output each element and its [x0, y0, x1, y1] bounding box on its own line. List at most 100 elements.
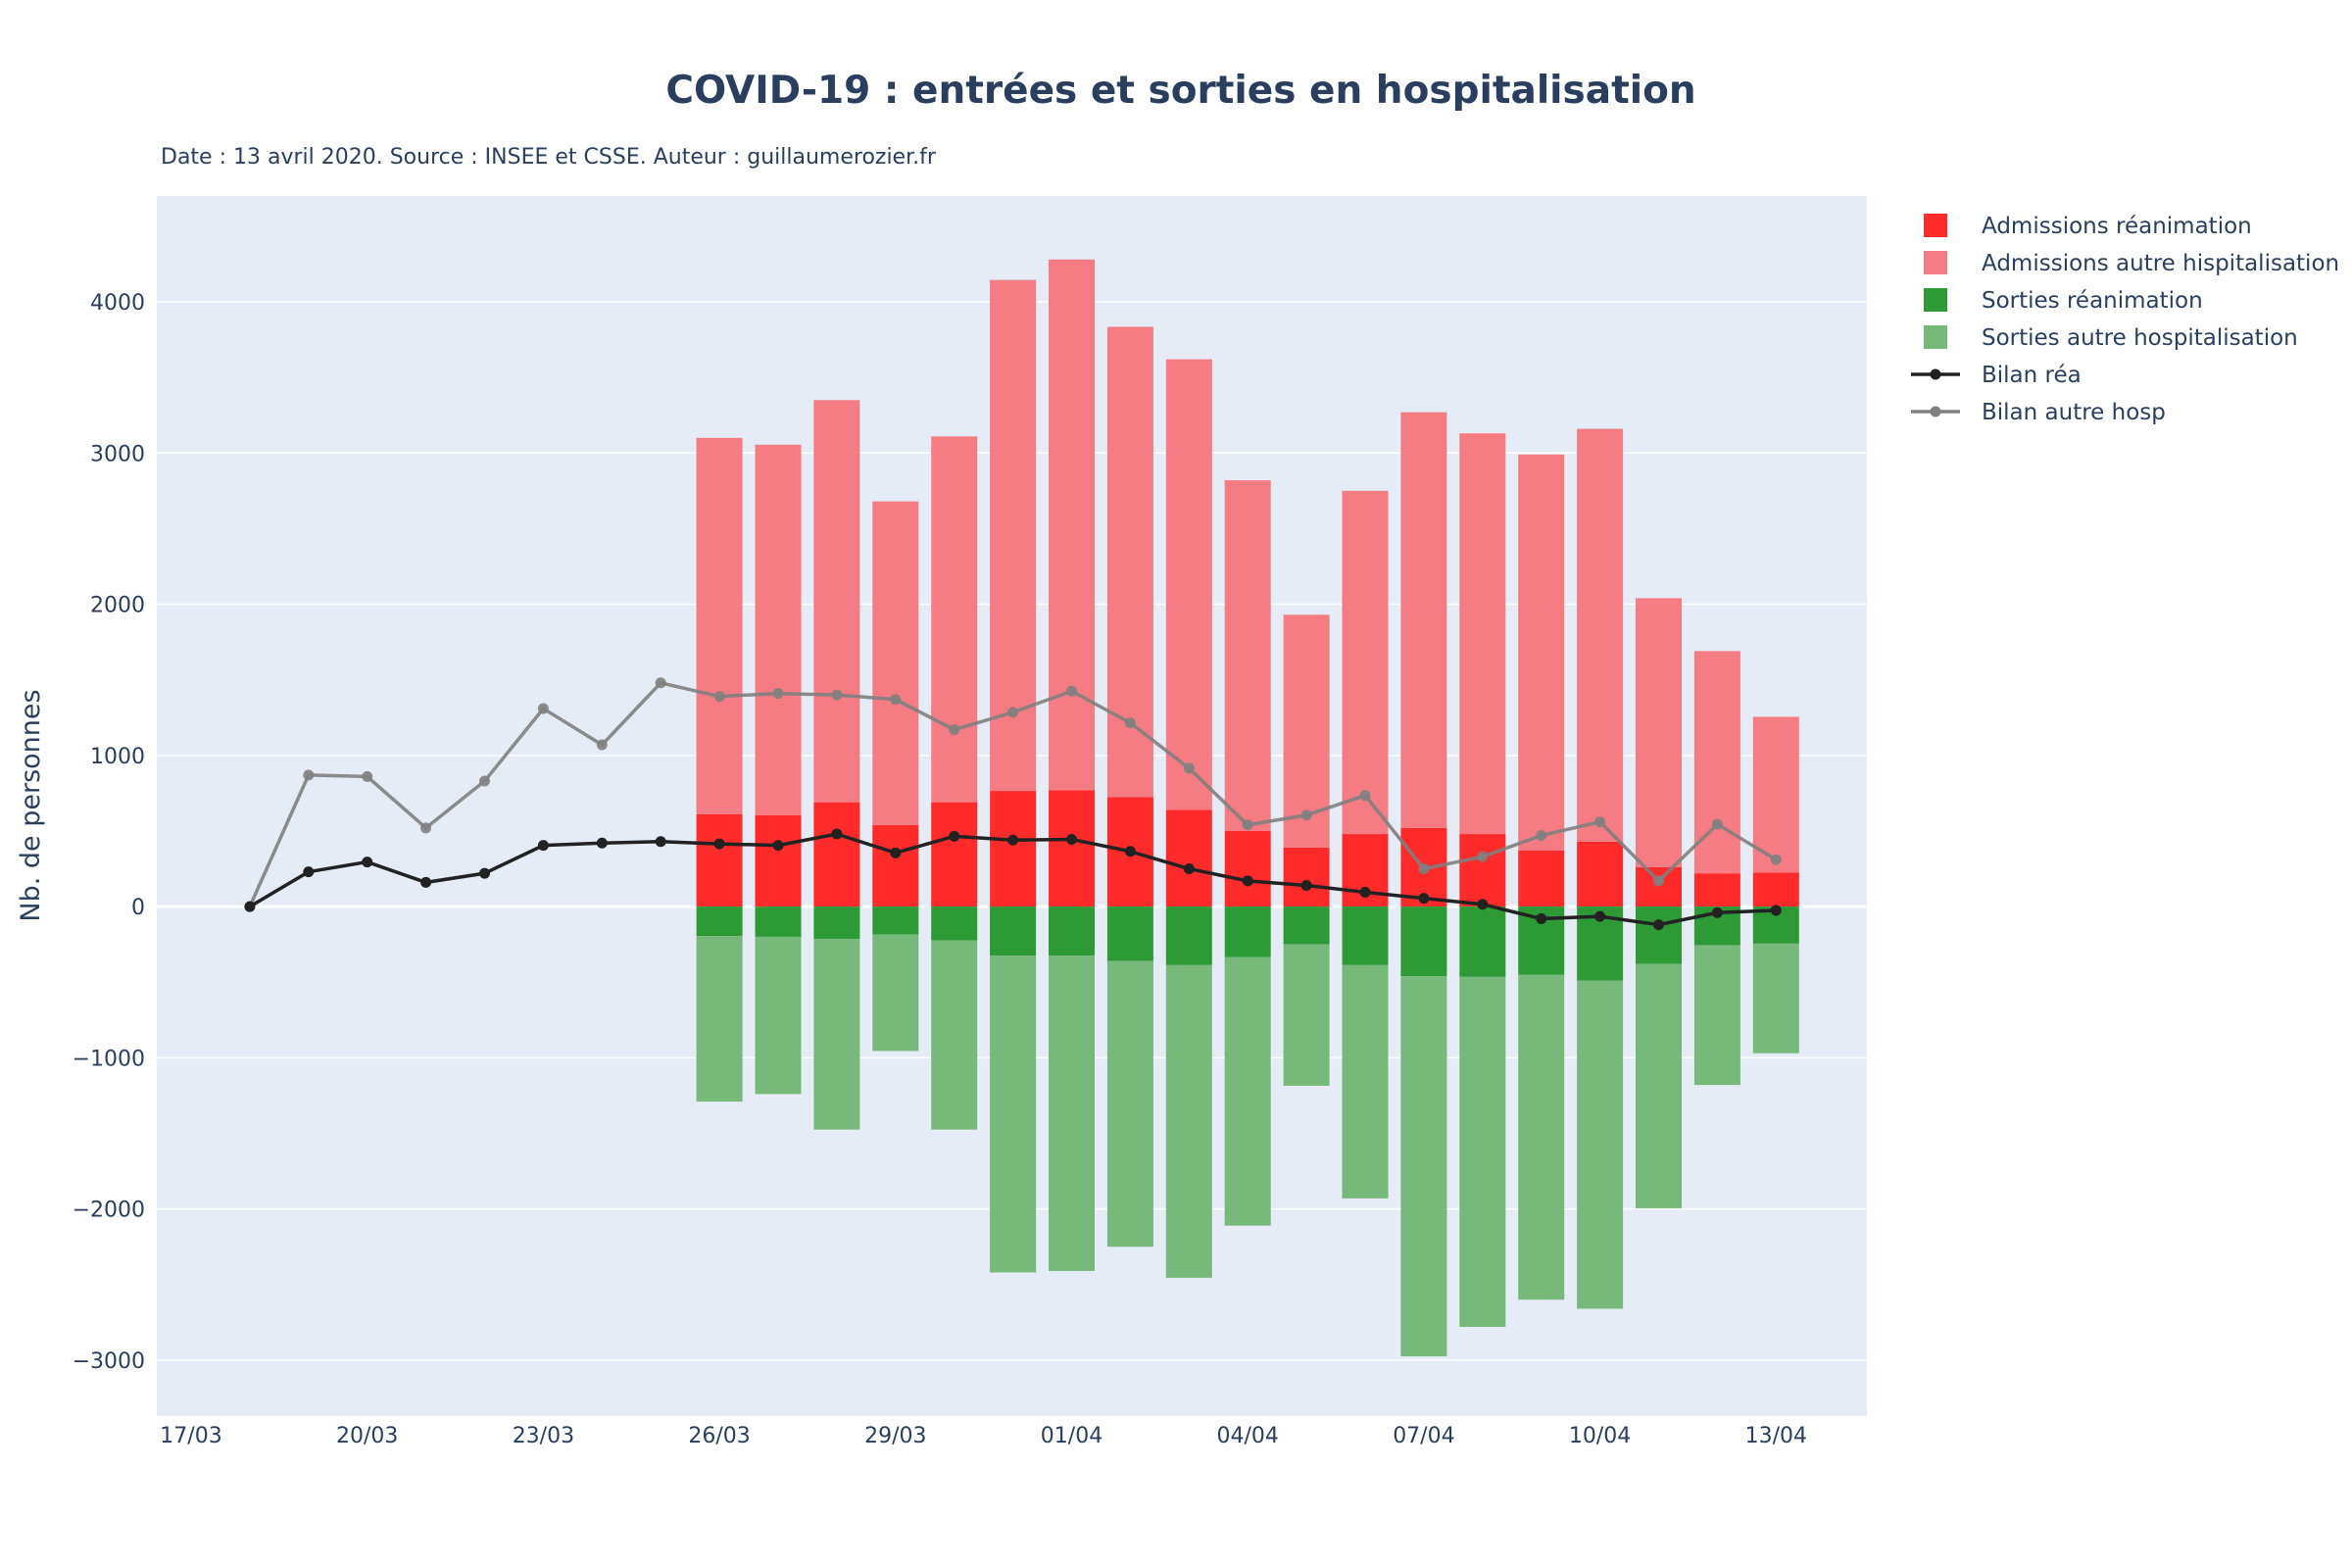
chart-title: COVID-19 : entrées et sorties en hospita…: [665, 69, 1695, 113]
bar-sort-hosp: [1224, 956, 1271, 1226]
bar-sort-rea: [696, 906, 743, 937]
bilan-rea-point: [596, 837, 608, 849]
bar-adm-rea: [1459, 834, 1506, 907]
bilan-hosp-point: [890, 694, 902, 706]
bilan-rea-point: [1300, 879, 1312, 891]
bilan-rea-point: [1477, 899, 1489, 910]
bar-sort-hosp: [990, 956, 1037, 1273]
bilan-hosp-point: [1007, 707, 1019, 718]
bar-sort-hosp: [1577, 980, 1624, 1309]
x-tick-label: 01/04: [1041, 1424, 1102, 1448]
bar-sort-hosp: [872, 934, 919, 1052]
bar-sort-rea: [931, 906, 978, 941]
x-tick-label: 26/03: [688, 1424, 750, 1448]
bar-adm-rea: [1165, 809, 1212, 907]
bar-sort-rea: [1459, 906, 1506, 977]
x-tick-label: 23/03: [513, 1424, 574, 1448]
bar-adm-rea: [990, 791, 1037, 907]
bilan-rea-point: [537, 840, 549, 852]
legend-label: Admissions réanimation: [1982, 214, 2252, 239]
bar-adm-hosp: [931, 436, 978, 803]
bar-sort-hosp: [1283, 944, 1330, 1086]
bilan-hosp-point: [1653, 875, 1664, 887]
legend: Admissions réanimation Admissions autre h…: [1911, 214, 2339, 425]
legend-label: Sorties réanimation: [1982, 288, 2203, 314]
y-tick-label: −3000: [73, 1349, 145, 1374]
x-tick-label: 07/04: [1393, 1424, 1454, 1448]
bilan-hosp-point: [1536, 830, 1547, 842]
legend-marker: [1930, 368, 1941, 380]
y-tick-label: 1000: [90, 745, 145, 769]
bar-adm-rea: [1283, 847, 1330, 907]
bilan-rea-point: [1594, 910, 1606, 922]
bar-sort-hosp: [1342, 964, 1389, 1199]
bar-sort-hosp: [1106, 960, 1153, 1248]
bilan-hosp-point: [655, 677, 666, 689]
x-tick-label: 20/03: [336, 1424, 398, 1448]
bar-adm-hosp: [1459, 433, 1506, 835]
bar-adm-rea: [813, 802, 860, 907]
bilan-hosp-point: [420, 822, 432, 834]
bar-sort-rea: [872, 906, 919, 935]
x-axis-ticks: 17/03 20/03 23/03 26/03 29/03 01/04 04/04 07/04…: [160, 1424, 1807, 1448]
bilan-hosp-point: [1300, 809, 1312, 821]
bilan-rea-point: [831, 828, 843, 840]
y-tick-label: 2000: [90, 594, 145, 618]
bilan-hosp-point: [1359, 790, 1371, 802]
bar-adm-hosp: [1636, 598, 1682, 867]
bilan-hosp-point: [1770, 854, 1782, 865]
bilan-rea-point: [949, 830, 960, 842]
bar-sort-rea: [1049, 906, 1095, 956]
x-tick-label: 13/04: [1745, 1424, 1807, 1448]
legend-label: Admissions autre hispitalisation: [1982, 251, 2339, 276]
bilan-rea-point: [244, 901, 256, 912]
bilan-rea-point: [713, 838, 725, 850]
bilan-hosp-point: [1066, 685, 1077, 697]
legend-swatch: [1924, 214, 1947, 237]
y-tick-label: 4000: [90, 291, 145, 316]
bar-adm-rea: [1518, 851, 1565, 907]
bar-sort-hosp: [1693, 945, 1740, 1086]
bilan-hosp-point: [713, 691, 725, 703]
y-tick-label: −1000: [73, 1047, 145, 1071]
bar-sort-rea: [813, 906, 860, 940]
bilan-hosp-point: [1711, 818, 1723, 830]
bilan-hosp-point: [1183, 762, 1195, 774]
bar-adm-rea: [696, 813, 743, 907]
x-tick-label: 10/04: [1569, 1424, 1631, 1448]
bar-sort-rea: [1283, 906, 1330, 945]
bar-sort-hosp: [755, 936, 802, 1095]
y-tick-label: −2000: [73, 1199, 145, 1223]
bar-sort-hosp: [696, 936, 743, 1102]
bar-adm-hosp: [1577, 428, 1624, 842]
legend-label: Sorties autre hospitalisation: [1982, 325, 2298, 351]
bar-adm-hosp: [1165, 359, 1212, 810]
bar-adm-rea: [1636, 866, 1682, 907]
bar-adm-hosp: [1400, 412, 1447, 828]
legend-swatch: [1924, 251, 1947, 274]
bilan-rea-point: [1124, 846, 1136, 858]
x-tick-label: 29/03: [864, 1424, 926, 1448]
bilan-rea-point: [1007, 834, 1019, 846]
bilan-rea-point: [362, 857, 373, 868]
bilan-rea-point: [1711, 906, 1723, 918]
bilan-hosp-point: [831, 689, 843, 701]
bar-adm-hosp: [1342, 490, 1389, 835]
bilan-hosp-point: [772, 688, 784, 700]
legend-label: Bilan autre hosp: [1982, 400, 2166, 425]
bar-adm-rea: [1693, 873, 1740, 907]
bar-adm-rea: [1752, 872, 1799, 907]
bilan-hosp-point: [596, 739, 608, 751]
bilan-rea-point: [1653, 919, 1664, 931]
bilan-rea-point: [303, 866, 315, 878]
bar-adm-rea: [1224, 830, 1271, 907]
bar-sort-hosp: [813, 939, 860, 1130]
bilan-hosp-point: [949, 724, 960, 736]
bilan-rea-point: [1242, 875, 1253, 887]
bilan-rea-point: [420, 876, 432, 888]
bar-sort-rea: [1165, 906, 1212, 965]
bar-adm-hosp: [755, 444, 802, 815]
bilan-rea-point: [1359, 886, 1371, 898]
bar-sort-rea: [990, 906, 1037, 956]
